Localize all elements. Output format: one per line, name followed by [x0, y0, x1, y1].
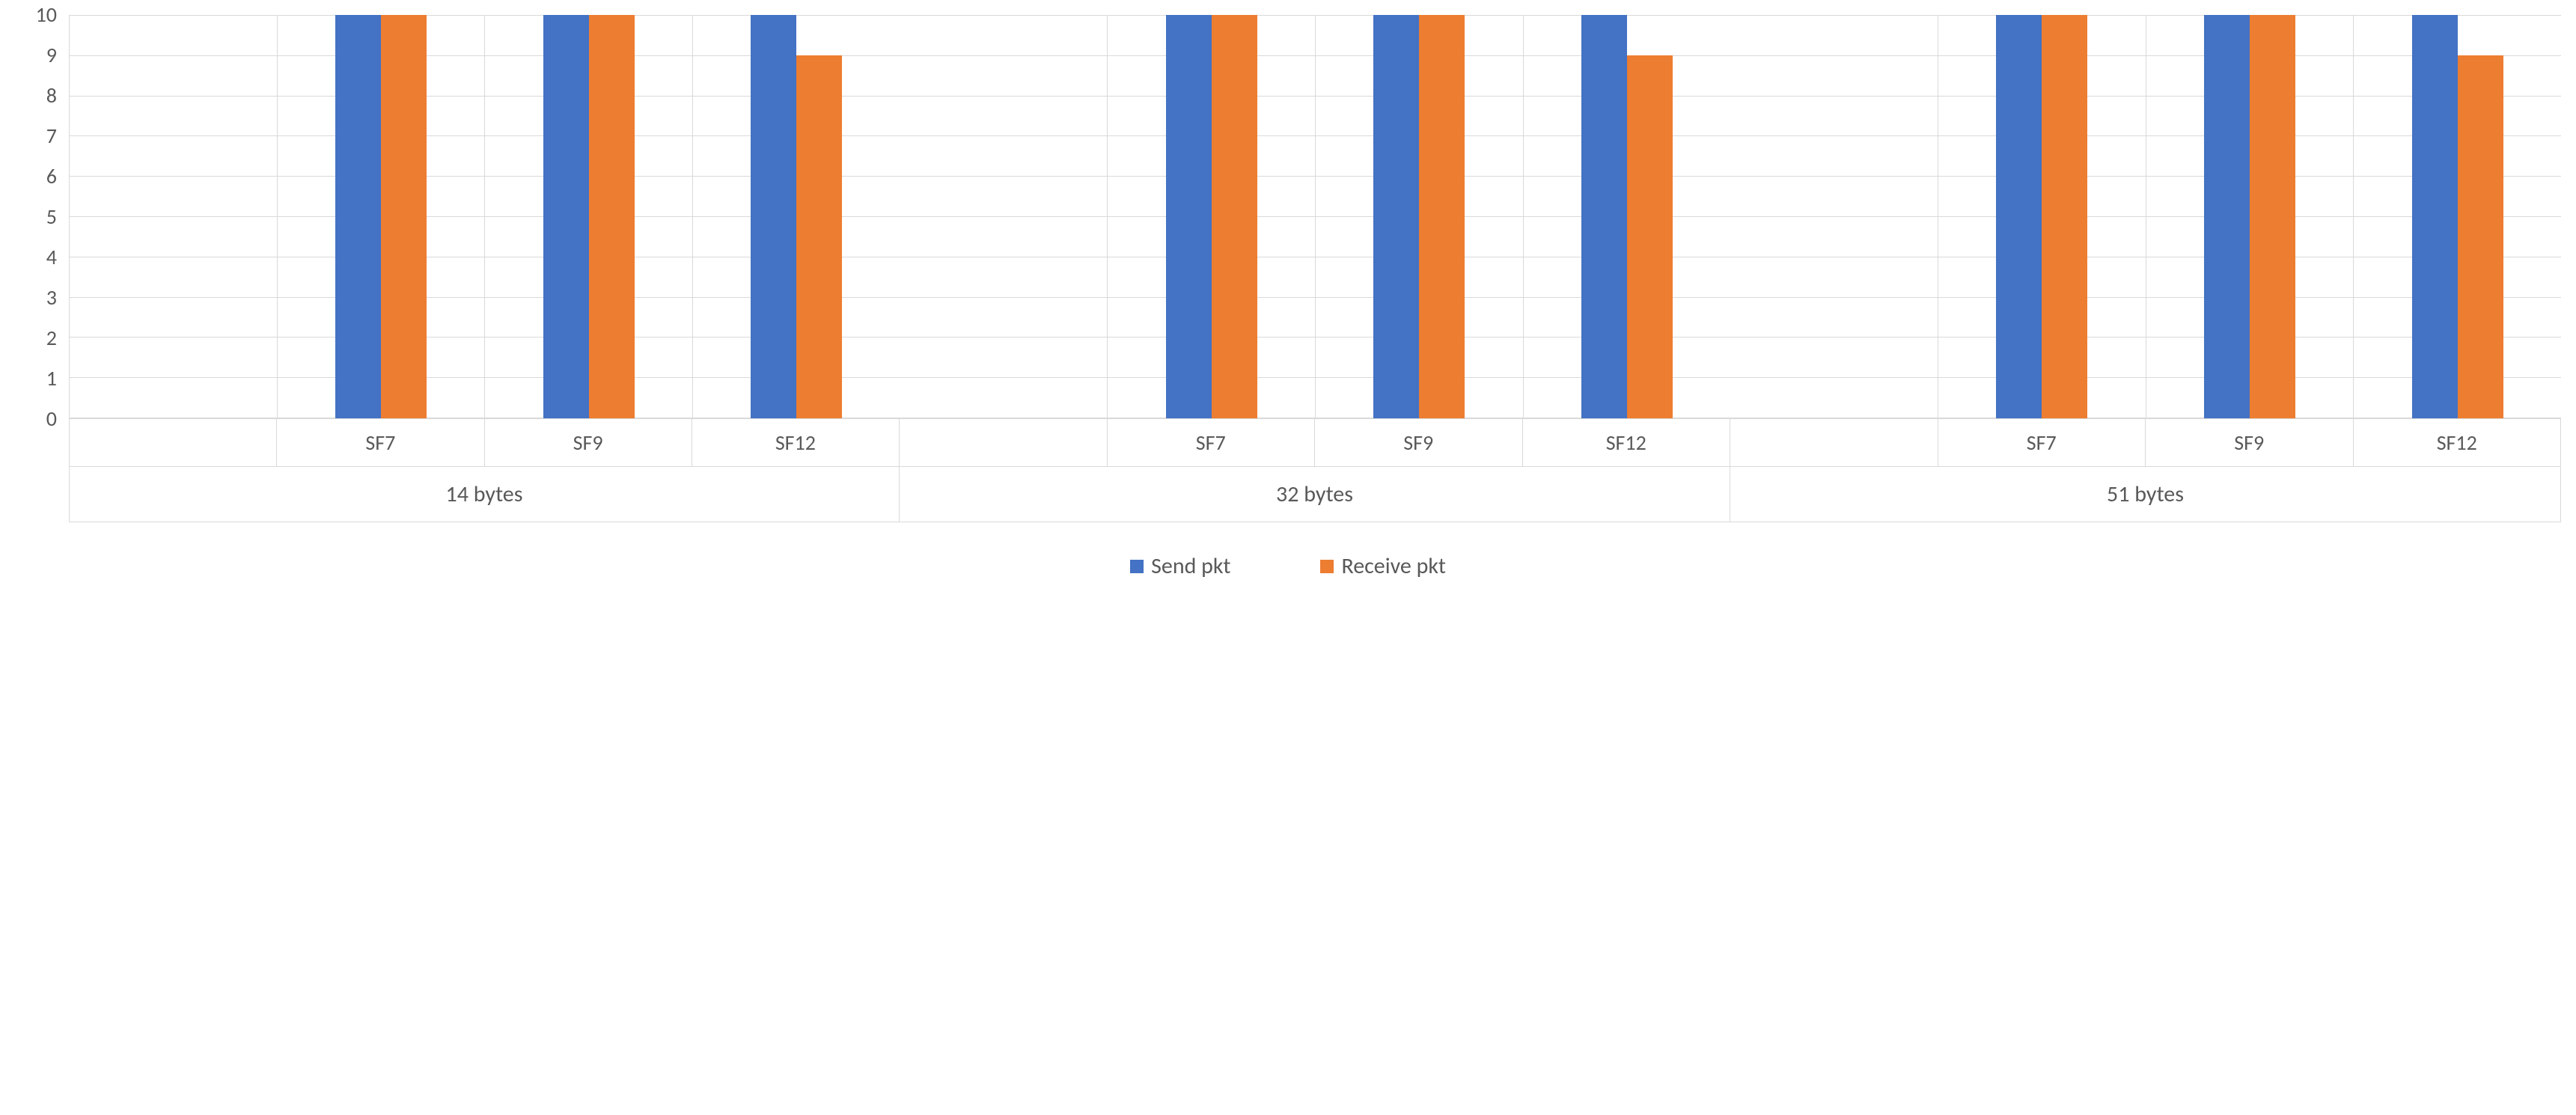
x-sub-row: SF7SF9SF12	[1730, 419, 2561, 467]
bar-group	[1730, 15, 2561, 418]
legend-item: Send pkt	[1130, 552, 1230, 580]
bar-subgroup	[1316, 15, 1524, 418]
x-sub-label: SF12	[1523, 419, 1731, 466]
bar-subgroup	[2146, 15, 2354, 418]
legend: Send pkt Receive pkt	[15, 552, 2561, 580]
bar-pair	[1316, 15, 1523, 418]
bar-subgroup	[1108, 15, 1316, 418]
x-sub-row: SF7SF9SF12	[900, 419, 1730, 467]
bar-group	[900, 15, 1731, 418]
x-sub-label: SF7	[1938, 419, 2146, 466]
bar-group	[70, 15, 900, 418]
x-axis-spacer	[15, 419, 69, 522]
bar-receive	[1212, 15, 1257, 418]
bar-receive	[2458, 55, 2503, 418]
x-group-label: 51 bytes	[1730, 467, 2561, 522]
bar-send	[751, 15, 796, 418]
x-sub-label: SF7	[1108, 419, 1316, 466]
x-group: SF7SF9SF1214 bytes	[69, 419, 900, 522]
bar-pair	[1524, 15, 1731, 418]
bar-subgroup	[1938, 15, 2146, 418]
x-sub-row: SF7SF9SF12	[69, 419, 900, 467]
bar-subgroup	[485, 15, 693, 418]
bar-receive	[589, 15, 635, 418]
bar-send	[1581, 15, 1627, 418]
bar-pair	[2354, 15, 2561, 418]
bar-send	[1166, 15, 1212, 418]
bar-pair	[1938, 15, 2146, 418]
bar-receive	[2042, 15, 2087, 418]
bars-row	[70, 15, 2561, 418]
bar-receive	[381, 15, 427, 418]
x-group: SF7SF9SF1251 bytes	[1730, 419, 2561, 522]
bar-subgroup	[1524, 15, 1731, 418]
bar-pair	[693, 15, 900, 418]
plot-area	[69, 15, 2561, 419]
x-leading-empty-cell	[900, 419, 1108, 466]
x-sub-label: SF12	[2354, 419, 2562, 466]
leading-empty-cell	[70, 15, 278, 418]
x-group-label: 32 bytes	[900, 467, 1730, 522]
bar-receive	[796, 55, 842, 418]
bar-send	[2412, 15, 2458, 418]
bar-pair	[485, 15, 692, 418]
x-leading-empty-cell	[1730, 419, 1938, 466]
legend-label: Send pkt	[1151, 552, 1230, 580]
bar-pair	[1108, 15, 1315, 418]
bar-send	[335, 15, 381, 418]
packet-chart: 109876543210 SF7SF9SF1214 bytesSF7SF9SF1…	[15, 15, 2561, 580]
x-sub-label: SF12	[692, 419, 900, 466]
bar-pair	[2146, 15, 2354, 418]
legend-swatch	[1130, 560, 1144, 573]
x-sub-label: SF7	[277, 419, 484, 466]
bar-send	[2204, 15, 2250, 418]
legend-swatch	[1320, 560, 1334, 573]
leading-empty-cell	[1730, 15, 1938, 418]
bar-receive	[1419, 15, 1465, 418]
x-axis-row: SF7SF9SF1214 bytesSF7SF9SF1232 bytesSF7S…	[15, 419, 2561, 522]
x-group: SF7SF9SF1232 bytes	[900, 419, 1730, 522]
x-sub-label: SF9	[485, 419, 692, 466]
x-leading-empty-cell	[70, 419, 277, 466]
bar-subgroup	[278, 15, 486, 418]
plot-row: 109876543210	[15, 15, 2561, 419]
bar-subgroup	[2354, 15, 2561, 418]
bar-receive	[1627, 55, 1673, 418]
bar-subgroup	[693, 15, 900, 418]
x-axis: SF7SF9SF1214 bytesSF7SF9SF1232 bytesSF7S…	[69, 419, 2561, 522]
x-sub-label: SF9	[1315, 419, 1523, 466]
legend-item: Receive pkt	[1320, 552, 1445, 580]
legend-label: Receive pkt	[1341, 552, 1445, 580]
leading-empty-cell	[900, 15, 1108, 418]
bar-send	[1996, 15, 2042, 418]
y-axis: 109876543210	[15, 15, 69, 419]
bar-pair	[278, 15, 485, 418]
x-sub-label: SF9	[2146, 419, 2354, 466]
bar-send	[543, 15, 589, 418]
bar-send	[1373, 15, 1419, 418]
bar-receive	[2250, 15, 2295, 418]
x-group-label: 14 bytes	[69, 467, 900, 522]
